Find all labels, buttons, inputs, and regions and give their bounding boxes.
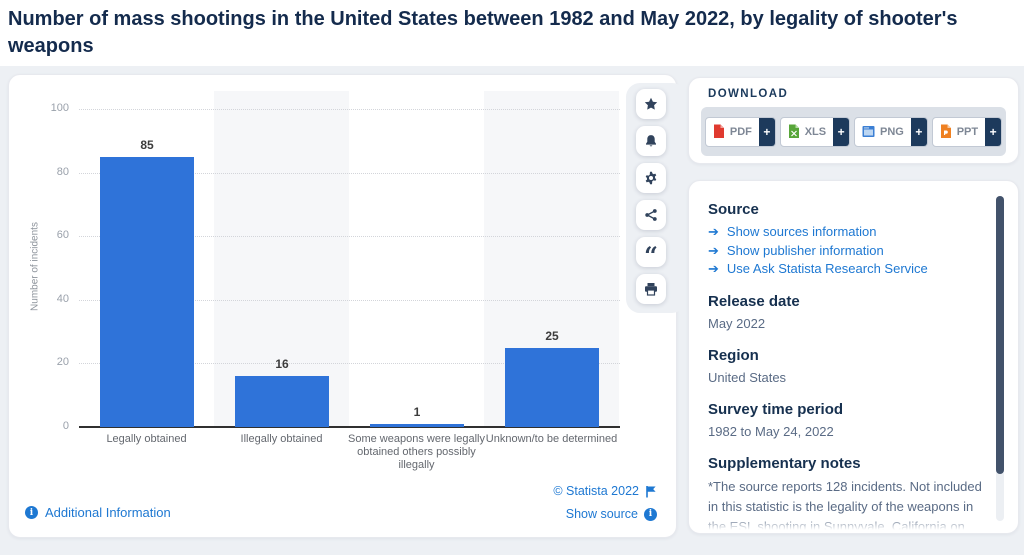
arrow-right-icon: ➔: [708, 242, 719, 258]
gridline-40: [79, 300, 620, 301]
download-ppt-button[interactable]: PPT +: [931, 116, 1003, 147]
gridline-20: [79, 363, 620, 364]
y-tick: 0: [62, 420, 69, 432]
supplementary-notes-heading: Supplementary notes: [708, 454, 861, 472]
chart-toolbar: “: [636, 89, 666, 304]
download-ppt-label: PPT: [956, 125, 979, 138]
info-icon: [25, 506, 38, 519]
gear-icon: [645, 171, 657, 185]
release-date-heading: Release date: [708, 292, 800, 310]
x-label: Illegally obtained: [240, 433, 323, 445]
flag-icon: [645, 485, 657, 498]
y-tick: 20: [56, 356, 69, 368]
y-tick: 60: [56, 229, 69, 241]
download-xls-button[interactable]: XLS +: [779, 116, 851, 147]
bar: [235, 376, 329, 427]
show-sources-information-link[interactable]: ➔ Show sources information: [708, 223, 984, 242]
y-tick: 100: [50, 102, 69, 114]
download-card: DOWNLOAD PDF +: [688, 77, 1019, 164]
info-icon: [644, 507, 657, 521]
download-png-button[interactable]: PNG +: [853, 116, 928, 147]
share-button[interactable]: [636, 200, 666, 230]
favorite-button[interactable]: [636, 89, 666, 119]
download-png-label: PNG: [879, 125, 904, 138]
details-card: Source ➔ Show sources information ➔ Show…: [688, 180, 1019, 534]
plus-icon: +: [758, 117, 775, 146]
download-tray: PDF + XLS +: [701, 107, 1006, 156]
y-axis-title: Number of incidents: [29, 222, 41, 311]
bar-illegally-obtained: 16: [235, 91, 329, 427]
survey-time-period-value: 1982 to May 24, 2022: [708, 423, 834, 439]
plus-icon: +: [985, 117, 1002, 146]
text-fade-overlay: [690, 517, 1017, 533]
x-label: Unknown/to be determined: [485, 433, 618, 445]
cite-button[interactable]: “: [636, 237, 666, 270]
bar-value: 25: [545, 328, 559, 343]
y-tick: 40: [56, 293, 69, 305]
bar-value: 85: [140, 137, 154, 152]
show-publisher-information-link[interactable]: ➔ Show publisher information: [708, 242, 984, 261]
show-source-link[interactable]: Show source: [553, 507, 657, 521]
x-label: Some weapons were legally obtained other…: [348, 433, 485, 471]
region-heading: Region: [708, 346, 759, 364]
show-source-label: Show source: [565, 507, 638, 521]
bar: [370, 423, 464, 427]
link-label: Show publisher information: [726, 242, 884, 258]
survey-time-period-heading: Survey time period: [708, 400, 844, 418]
additional-information-link[interactable]: Additional Information: [25, 505, 171, 520]
download-xls-label: XLS: [804, 125, 827, 138]
page-header: Number of mass shootings in the United S…: [0, 0, 1024, 66]
arrow-right-icon: ➔: [708, 261, 719, 276]
download-pdf-button[interactable]: PDF +: [704, 116, 776, 147]
bar-value: 1: [413, 404, 421, 419]
bar: [100, 156, 194, 427]
x-label: Legally obtained: [106, 433, 187, 445]
scrollbar-thumb[interactable]: [996, 196, 1004, 474]
copyright-label: © Statista 2022: [553, 484, 639, 498]
y-tick: 80: [56, 166, 69, 178]
star-icon: [644, 97, 658, 110]
bell-icon: [646, 135, 656, 147]
share-icon: [645, 209, 657, 221]
bar-legally-obtained: 85: [100, 91, 194, 427]
page-title: Number of mass shootings in the United S…: [8, 8, 958, 57]
pdf-file-icon: [713, 124, 724, 138]
source-heading: Source: [708, 201, 759, 218]
xls-file-icon: [788, 124, 799, 138]
ppt-file-icon: [940, 124, 951, 138]
png-image-icon: [862, 126, 875, 137]
alert-button[interactable]: [636, 126, 666, 156]
bar: [505, 347, 599, 427]
print-button[interactable]: [636, 274, 666, 304]
column-band: [214, 91, 349, 427]
arrow-right-icon: ➔: [708, 224, 719, 239]
bar-some-legal-some-illegal: 1: [370, 91, 464, 427]
statista-copyright-link[interactable]: © Statista 2022: [553, 484, 657, 498]
additional-information-label: Additional Information: [45, 505, 171, 520]
quote-icon: “: [644, 241, 658, 270]
plus-icon: +: [833, 117, 850, 146]
download-heading: DOWNLOAD: [708, 88, 789, 100]
settings-button[interactable]: [636, 163, 666, 193]
region-value: United States: [708, 369, 787, 385]
ask-statista-research-service-link[interactable]: ➔ Use Ask Statista Research Service: [708, 260, 984, 279]
download-pdf-label: PDF: [729, 125, 752, 138]
printer-icon: [645, 283, 657, 296]
link-label: Use Ask Statista Research Service: [726, 261, 928, 276]
gridline-80: [79, 173, 620, 174]
bar-value: 16: [275, 357, 289, 372]
link-label: Show sources information: [726, 224, 877, 239]
gridline-100: [79, 109, 620, 110]
bar-unknown: 25: [505, 91, 599, 427]
release-date-value: May 2022: [708, 315, 766, 331]
chart-card: 100 80 60 40 20 0 Number of incidents 85…: [8, 74, 686, 538]
plus-icon: +: [910, 117, 927, 146]
chart-attribution: © Statista 2022 Show source: [553, 484, 657, 521]
gridline-60: [79, 236, 620, 237]
x-axis-line: [79, 426, 620, 428]
